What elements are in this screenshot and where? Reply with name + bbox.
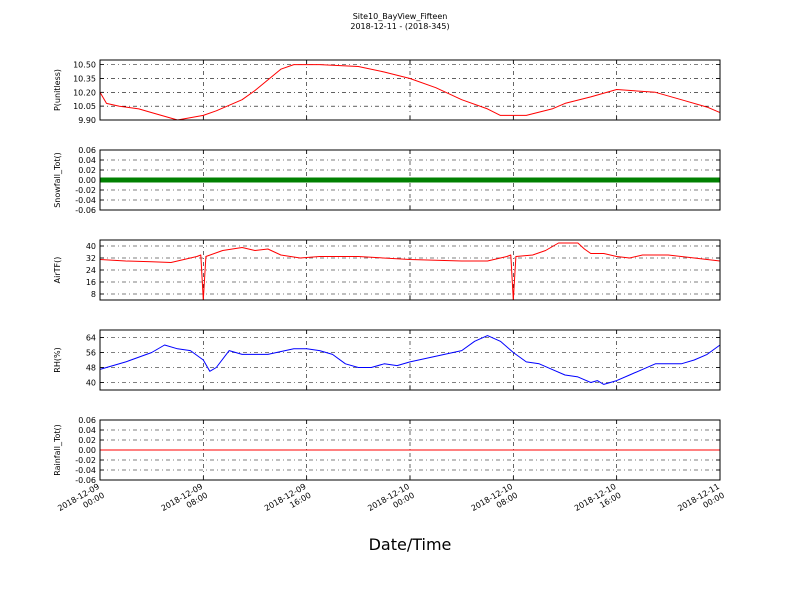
y-tick-label: -0.06	[75, 476, 96, 485]
figure-title: Site10_BayView_Fifteen	[353, 12, 448, 21]
panel-3: 40 32 24 16 8 AirTF()	[53, 239, 721, 301]
figure-subtitle: 2018-12-11 - (2018-345)	[350, 22, 449, 31]
y-tick-label: 32	[86, 254, 96, 263]
y-tick-label: -0.06	[75, 206, 96, 215]
y-tick-label: 0.06	[78, 416, 96, 425]
y-axis-label: Snowfall_Tot()	[53, 152, 62, 208]
y-tick-label: 0.02	[78, 436, 96, 445]
y-tick-label: 40	[86, 379, 96, 388]
plot-frame	[99, 419, 721, 481]
y-tick-label: 0.02	[78, 166, 96, 175]
y-tick-label: -0.04	[75, 466, 96, 475]
y-tick-label: 10.50	[73, 61, 96, 70]
series-line	[99, 335, 721, 385]
y-tick-label: -0.04	[75, 196, 96, 205]
y-tick-label: 56	[86, 349, 96, 358]
panel-5: 0.060.040.020.00-0.02-0.04-0.06 Rainfall_…	[53, 416, 721, 485]
panel-4: 64 56 48 40 RH(%)	[53, 329, 721, 391]
y-tick-label: 10.20	[73, 88, 96, 97]
y-tick-label: 40	[86, 242, 96, 251]
y-axis-label: AirTF()	[53, 257, 62, 284]
y-tick-label: 0.06	[78, 146, 96, 155]
plot-frame	[99, 239, 721, 301]
plot-frame	[99, 329, 721, 391]
y-tick-label: -0.02	[75, 456, 96, 465]
chart-panels: 10.5010.3510.2010.059.90P(unitless)0.060…	[53, 59, 726, 513]
y-tick-label: 10.35	[73, 74, 96, 83]
y-tick-label: 0.00	[78, 176, 96, 185]
plot-frame	[99, 59, 721, 121]
y-tick-label: 9.90	[78, 116, 96, 125]
y-tick-label: -0.02	[75, 186, 96, 195]
y-tick-label: 16	[86, 278, 96, 287]
y-axis-label: P(unitless)	[53, 69, 62, 111]
y-tick-label: 48	[86, 364, 96, 373]
y-tick-label: 64	[86, 334, 96, 343]
y-tick-label: 0.04	[78, 156, 96, 165]
plot-frame	[99, 149, 721, 211]
y-axis-label: RH(%)	[53, 347, 62, 372]
y-axis-label: Rainfall_Tot()	[53, 424, 62, 476]
panel-1: 10.50 10.35 10.20 10.05 9.90 P(unitless)	[53, 59, 721, 125]
y-tick-label: 8	[91, 290, 96, 299]
y-tick-label: 10.05	[73, 102, 96, 111]
y-tick-label: 24	[86, 266, 96, 275]
y-tick-label: 0.04	[78, 426, 96, 435]
x-axis-label: Date/Time	[369, 535, 452, 554]
y-tick-label: 0.00	[78, 446, 96, 455]
panel-2: 0.060.040.020.00-0.02-0.04-0.06 Snowfall_…	[53, 146, 721, 215]
series-line	[99, 64, 721, 121]
